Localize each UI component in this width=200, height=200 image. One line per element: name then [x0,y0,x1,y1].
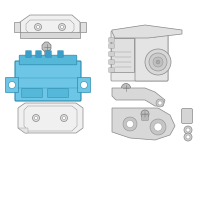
Polygon shape [80,22,86,32]
Polygon shape [42,42,51,52]
FancyBboxPatch shape [45,51,49,60]
Polygon shape [20,32,80,38]
Circle shape [127,120,134,128]
Circle shape [122,84,130,92]
FancyBboxPatch shape [112,38,134,72]
Circle shape [184,126,192,134]
Circle shape [35,23,42,30]
Circle shape [145,49,171,75]
Circle shape [117,31,123,37]
Circle shape [150,119,166,135]
FancyBboxPatch shape [19,55,77,65]
Circle shape [152,31,158,37]
Circle shape [154,33,156,35]
Circle shape [58,23,66,30]
Circle shape [156,60,160,64]
Circle shape [137,31,139,33]
Circle shape [184,133,192,141]
Circle shape [60,114,68,121]
Circle shape [119,33,121,35]
FancyBboxPatch shape [109,60,114,64]
Circle shape [80,82,88,88]
FancyBboxPatch shape [36,51,41,57]
Polygon shape [18,103,83,133]
FancyBboxPatch shape [109,68,114,72]
Circle shape [62,116,66,119]
Circle shape [123,117,137,131]
Circle shape [32,114,40,121]
Circle shape [186,128,190,132]
FancyBboxPatch shape [142,115,148,120]
FancyBboxPatch shape [109,44,114,48]
Circle shape [141,110,149,118]
FancyBboxPatch shape [26,51,31,57]
Circle shape [35,116,38,119]
Circle shape [149,53,167,71]
Polygon shape [14,22,20,32]
FancyBboxPatch shape [109,38,114,42]
FancyBboxPatch shape [15,61,81,101]
Circle shape [156,99,164,107]
Polygon shape [112,25,182,38]
FancyBboxPatch shape [58,51,63,57]
Circle shape [154,123,162,131]
Circle shape [158,101,162,105]
Polygon shape [20,15,80,38]
FancyBboxPatch shape [78,77,90,92]
FancyBboxPatch shape [135,31,168,81]
FancyBboxPatch shape [6,77,18,92]
Polygon shape [112,108,175,140]
Circle shape [8,82,16,88]
FancyBboxPatch shape [109,52,114,56]
FancyBboxPatch shape [46,51,51,57]
FancyBboxPatch shape [182,108,192,123]
Circle shape [135,29,141,35]
Polygon shape [18,128,28,133]
FancyBboxPatch shape [123,89,129,95]
FancyBboxPatch shape [111,31,168,81]
Circle shape [60,25,64,28]
Circle shape [153,57,163,67]
Circle shape [36,25,40,28]
Circle shape [186,135,190,139]
FancyBboxPatch shape [48,88,68,98]
FancyBboxPatch shape [22,88,42,98]
Polygon shape [112,88,165,106]
